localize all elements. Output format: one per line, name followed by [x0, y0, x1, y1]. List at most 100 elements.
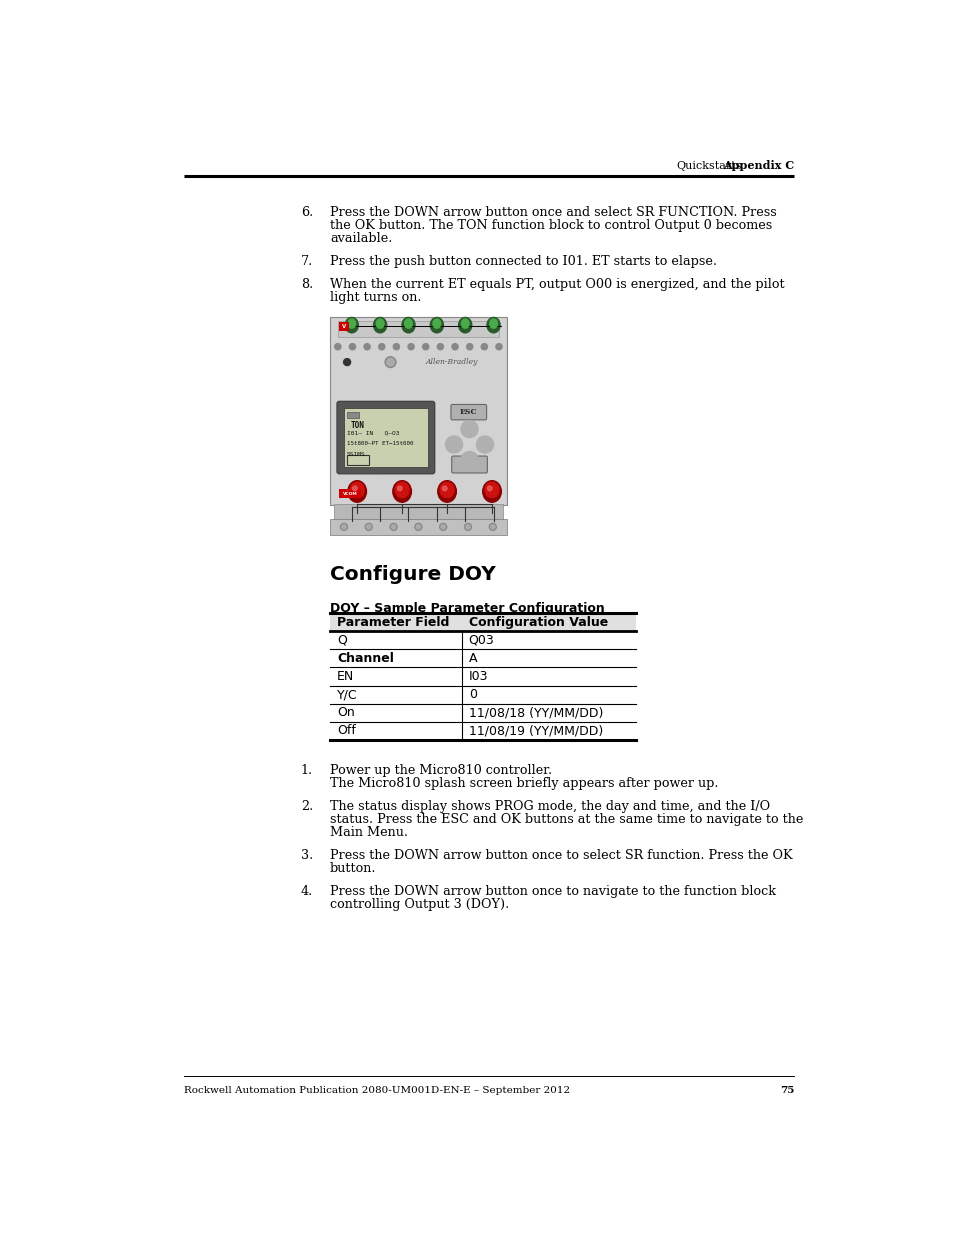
Circle shape [335, 343, 340, 350]
Circle shape [364, 343, 370, 350]
Ellipse shape [348, 319, 355, 329]
Ellipse shape [353, 487, 356, 490]
Circle shape [366, 525, 371, 529]
Text: 1.: 1. [300, 764, 313, 777]
Text: Configuration Value: Configuration Value [468, 616, 607, 629]
Circle shape [460, 421, 477, 437]
Text: Channel: Channel [336, 652, 394, 664]
Circle shape [464, 524, 471, 530]
Text: ESC: ESC [459, 408, 477, 416]
Circle shape [439, 524, 446, 530]
Bar [330, 613, 636, 631]
Text: Configure DOY: Configure DOY [330, 566, 496, 584]
Circle shape [391, 525, 395, 529]
Circle shape [466, 343, 473, 350]
Text: 6.: 6. [300, 206, 313, 219]
Ellipse shape [430, 317, 443, 333]
Text: the OK button. The TON function block to control Output 0 becomes: the OK button. The TON function block to… [330, 219, 772, 232]
Text: Q: Q [336, 634, 347, 647]
Circle shape [436, 343, 443, 350]
Text: Quickstarts: Quickstarts [676, 162, 740, 172]
Ellipse shape [437, 480, 456, 503]
Circle shape [465, 525, 470, 529]
Circle shape [489, 524, 496, 530]
Circle shape [393, 343, 399, 350]
Text: SS1MS: SS1MS [347, 452, 365, 457]
Text: A: A [468, 652, 476, 664]
Text: The status display shows PROG mode, the day and time, and the I/O: The status display shows PROG mode, the … [330, 800, 769, 814]
Bar [330, 519, 506, 535]
Bar [337, 321, 498, 337]
Ellipse shape [375, 319, 384, 329]
Bar [339, 322, 349, 331]
Ellipse shape [433, 319, 440, 329]
Text: Q03: Q03 [468, 634, 494, 647]
Circle shape [460, 452, 477, 468]
Ellipse shape [461, 319, 469, 329]
Text: OK: OK [462, 461, 476, 468]
Text: EN: EN [336, 669, 354, 683]
Text: On: On [336, 706, 355, 719]
Circle shape [390, 524, 396, 530]
Ellipse shape [487, 487, 492, 490]
Text: Main Menu.: Main Menu. [330, 826, 408, 840]
Circle shape [408, 343, 414, 350]
Text: Press the DOWN arrow button once and select SR FUNCTION. Press: Press the DOWN arrow button once and sel… [330, 206, 776, 219]
Text: Off: Off [336, 724, 355, 737]
Bar [344, 409, 427, 467]
Text: Power up the Micro810 controller.: Power up the Micro810 controller. [330, 764, 552, 777]
Text: V: V [342, 324, 346, 329]
Text: button.: button. [330, 862, 376, 876]
Circle shape [343, 358, 350, 366]
Ellipse shape [439, 482, 454, 498]
Circle shape [496, 343, 501, 350]
Ellipse shape [393, 480, 411, 503]
Ellipse shape [486, 317, 499, 333]
Ellipse shape [482, 480, 500, 503]
Circle shape [385, 357, 395, 368]
Bar [347, 456, 369, 466]
Text: status. Press the ESC and OK buttons at the same time to navigate to the: status. Press the ESC and OK buttons at … [330, 814, 802, 826]
Text: 11/08/19 (YY/MM/DD): 11/08/19 (YY/MM/DD) [468, 724, 602, 737]
Circle shape [386, 358, 394, 366]
Ellipse shape [458, 317, 472, 333]
Text: controlling Output 3 (DOY).: controlling Output 3 (DOY). [330, 898, 509, 911]
Circle shape [378, 343, 384, 350]
Circle shape [452, 343, 457, 350]
Bar [334, 504, 502, 521]
Circle shape [340, 524, 347, 530]
Text: Allen-Bradley: Allen-Bradley [425, 358, 477, 366]
Text: v: v [467, 457, 472, 463]
Text: 15t800–PT ET−15t000: 15t800–PT ET−15t000 [347, 441, 414, 446]
Text: 8.: 8. [300, 278, 313, 290]
Text: 75: 75 [780, 1086, 794, 1095]
Ellipse shape [350, 482, 364, 498]
Ellipse shape [489, 319, 497, 329]
Text: The Micro810 splash screen briefly appears after power up.: The Micro810 splash screen briefly appea… [330, 777, 718, 790]
Ellipse shape [484, 482, 498, 498]
Text: >: > [481, 441, 488, 447]
Ellipse shape [404, 319, 412, 329]
Text: I03: I03 [468, 669, 488, 683]
Text: Rockwell Automation Publication 2080-UM001D-EN-E – September 2012: Rockwell Automation Publication 2080-UM0… [183, 1086, 569, 1095]
Text: Press the push button connected to I01. ET starts to elapse.: Press the push button connected to I01. … [330, 254, 717, 268]
Circle shape [490, 525, 495, 529]
Circle shape [422, 343, 429, 350]
Text: 3.: 3. [300, 850, 313, 862]
Text: When the current ET equals PT, output O00 is energized, and the pilot: When the current ET equals PT, output O0… [330, 278, 784, 290]
Bar [347, 412, 358, 419]
Circle shape [415, 524, 421, 530]
Text: 2.: 2. [300, 800, 313, 814]
FancyBboxPatch shape [336, 401, 435, 474]
Text: 11/08/18 (YY/MM/DD): 11/08/18 (YY/MM/DD) [468, 706, 602, 719]
Text: Y/C: Y/C [336, 688, 357, 701]
Ellipse shape [401, 317, 415, 333]
Text: Press the DOWN arrow button once to select SR function. Press the OK: Press the DOWN arrow button once to sele… [330, 850, 792, 862]
Ellipse shape [345, 317, 358, 333]
Circle shape [341, 525, 346, 529]
Circle shape [445, 436, 462, 453]
Text: 0: 0 [468, 688, 476, 701]
Text: 4.: 4. [300, 885, 313, 898]
Text: ^: ^ [466, 426, 472, 432]
Text: <: < [451, 441, 456, 447]
